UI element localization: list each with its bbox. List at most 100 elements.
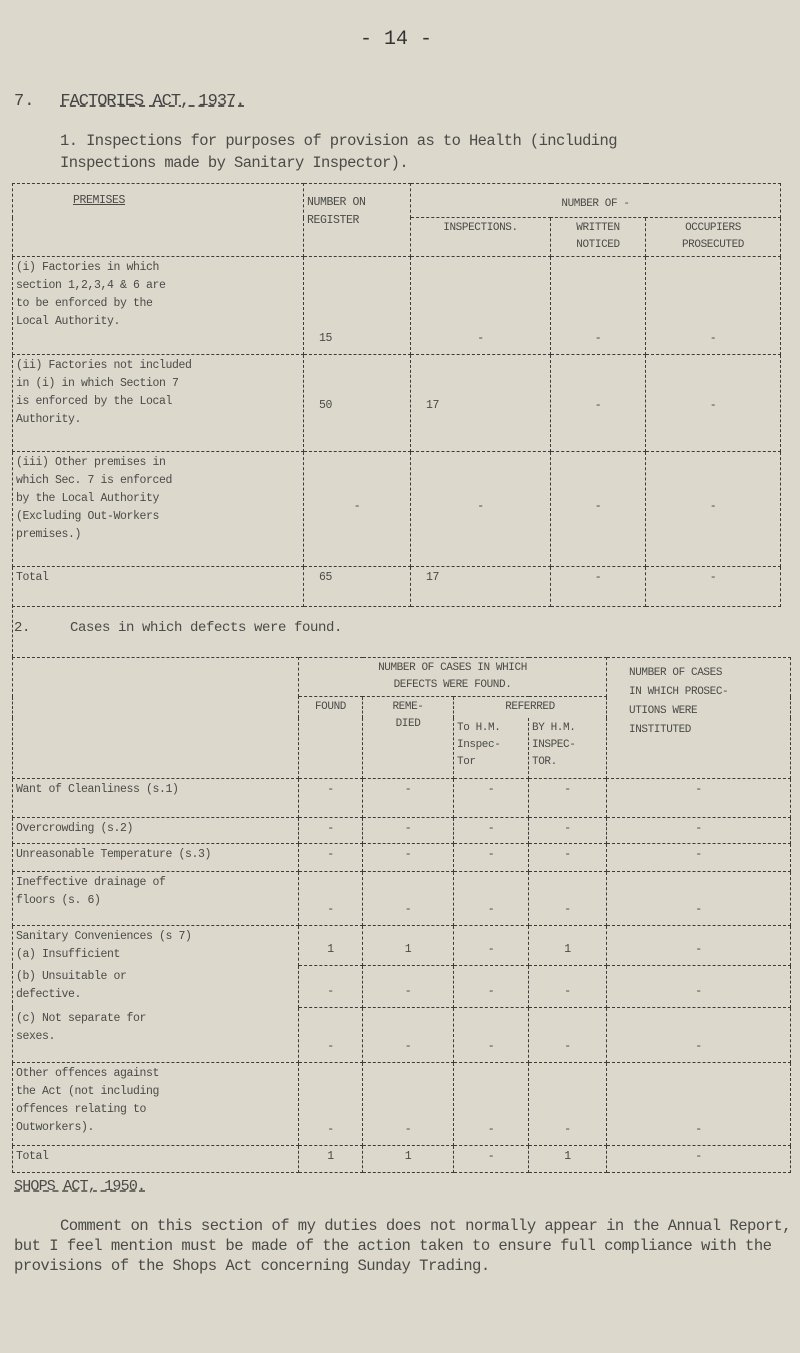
defect-label: Want of Cleanliness (s.1) <box>12 777 299 818</box>
table-row: Other offences against the Act (not incl… <box>12 1062 791 1146</box>
remedied-cell: 1 <box>362 1145 454 1173</box>
table-row: Unreasonable Temperature (s.3) - - - - - <box>12 842 791 872</box>
defect-label: (b) Unsuitable or defective. <box>12 965 299 1008</box>
prosecutions-cell: - <box>606 870 791 926</box>
by-cell: - <box>528 965 607 1008</box>
header-blank <box>12 657 299 779</box>
found-cell: 1 <box>298 924 363 966</box>
header-written-notices: WRITTEN NOTICED <box>550 217 646 257</box>
header-premises: PREMISES <box>12 183 304 257</box>
inspections-table: PREMISES NUMBER ON REGISTER NUMBER OF - … <box>12 183 781 607</box>
shops-act-paragraph: Comment on this section of my duties doe… <box>14 1216 794 1276</box>
register-cell: 65 <box>303 566 411 607</box>
found-cell: 1 <box>298 1145 363 1173</box>
header-number-of: NUMBER OF - <box>410 183 781 218</box>
prosecutions-cell: - <box>606 1007 791 1063</box>
to-cell: - <box>453 1007 529 1063</box>
prosecuted-cell: - <box>645 451 781 567</box>
header-found: FOUND <box>298 696 363 779</box>
premises-cell: (iii) Other premises in which Sec. 7 is … <box>12 451 304 567</box>
remedied-cell: 1 <box>362 924 454 966</box>
table-row: Overcrowding (s.2) - - - - - <box>12 816 791 844</box>
to-cell: - <box>453 965 529 1008</box>
to-cell: - <box>453 924 529 966</box>
found-cell: - <box>298 1062 363 1146</box>
by-cell: - <box>528 842 607 872</box>
premises-cell: Total <box>12 566 304 607</box>
remedied-cell: - <box>362 842 454 872</box>
defect-label: Ineffective drainage of floors (s. 6) <box>12 870 299 926</box>
defect-label: (c) Not separate for sexes. <box>12 1007 299 1063</box>
prosecutions-cell: - <box>606 1062 791 1146</box>
to-cell: - <box>453 842 529 872</box>
intro-text: 1. Inspections for purposes of provision… <box>60 132 618 172</box>
total-row: Total 1 1-1- <box>12 1145 791 1173</box>
header-occupiers-prosecuted: OCCUPIERS PROSECUTED <box>645 217 781 257</box>
section-2-title: Cases in which defects were found. <box>70 620 343 636</box>
by-cell: 1 <box>528 1145 607 1173</box>
section-number: 7. <box>14 92 35 111</box>
remedied-cell: - <box>362 777 454 818</box>
header-to-inspector: To H.M. Inspec- Tor <box>453 718 529 779</box>
by-cell: - <box>528 777 607 818</box>
remedied-cell: - <box>362 965 454 1008</box>
table-row: (c) Not separate for sexes. - - - - - <box>12 1007 791 1063</box>
inspections-cell: - <box>410 451 551 567</box>
page-number: - 14 - <box>360 28 433 51</box>
defect-label: Other offences against the Act (not incl… <box>12 1062 299 1146</box>
by-cell: - <box>528 870 607 926</box>
prosecuted-cell: - <box>645 566 781 607</box>
header-inspections: INSPECTIONS. <box>410 217 551 257</box>
prosecutions-cell: - <box>606 842 791 872</box>
premises-cell: (i) Factories in which section 1,2,3,4 &… <box>12 256 304 355</box>
inspections-cell: 17 <box>410 354 551 452</box>
found-cell: - <box>298 816 363 844</box>
prosecutions-cell: - <box>606 816 791 844</box>
prosecutions-cell: - <box>606 777 791 818</box>
defects-table: NUMBER OF CASES IN WHICH DEFECTS WERE FO… <box>12 657 791 1173</box>
shops-act-heading: SHOPS ACT, 1950. <box>14 1178 146 1195</box>
remedied-cell: - <box>362 870 454 926</box>
prosecutions-cell: - <box>606 1145 791 1173</box>
notices-cell: - <box>550 451 646 567</box>
notices-cell: - <box>550 354 646 452</box>
remedied-cell: - <box>362 1062 454 1146</box>
prosecutions-cell: - <box>606 965 791 1008</box>
header-remedied: REME- DIED <box>362 696 454 779</box>
header-by-inspector: BY H.M. INSPEC- TOR. <box>528 718 607 779</box>
found-cell: - <box>298 777 363 818</box>
defect-label: Total <box>12 1145 299 1173</box>
table-row: (iii) Other premises in which Sec. 7 is … <box>12 451 781 567</box>
register-cell: 50 <box>303 354 411 452</box>
table-row: Want of Cleanliness (s.1) - - - - - <box>12 777 791 818</box>
header-defects-found: NUMBER OF CASES IN WHICH DEFECTS WERE FO… <box>298 657 607 697</box>
paragraph-text: Comment on this section of my duties doe… <box>14 1217 792 1275</box>
premises-cell: (ii) Factories not included in (i) in wh… <box>12 354 304 452</box>
notices-cell: - <box>550 566 646 607</box>
section-2-number: 2. <box>14 620 31 636</box>
to-cell: - <box>453 1145 529 1173</box>
by-cell: - <box>528 1062 607 1146</box>
table-row: (i) Factories in which section 1,2,3,4 &… <box>12 256 781 355</box>
prosecutions-cell: - <box>606 924 791 966</box>
table-row: (ii) Factories not included in (i) in wh… <box>12 354 781 452</box>
inspections-cell: 17 <box>410 566 551 607</box>
table-row: Sanitary Conveniences (s 7) (a) Insuffic… <box>12 924 791 966</box>
register-cell: 15 <box>303 256 411 355</box>
header-prosecutions: NUMBER OF CASES IN WHICH PROSEC- UTIONS … <box>606 657 791 779</box>
section-title: FACTORIES ACT, 1937. <box>60 92 245 111</box>
table-row: (b) Unsuitable or defective. - - - - - <box>12 965 791 1008</box>
by-cell: - <box>528 816 607 844</box>
total-row: Total 65 17 - - <box>12 566 781 607</box>
to-cell: - <box>453 816 529 844</box>
notices-cell: - <box>550 256 646 355</box>
section-2-heading: 2. Cases in which defects were found. <box>14 620 342 636</box>
prosecuted-cell: - <box>645 256 781 355</box>
divider <box>12 605 13 657</box>
register-cell: - <box>303 451 411 567</box>
by-cell: - <box>528 1007 607 1063</box>
found-cell: - <box>298 842 363 872</box>
remedied-cell: - <box>362 816 454 844</box>
inspections-cell: - <box>410 256 551 355</box>
remedied-cell: - <box>362 1007 454 1063</box>
